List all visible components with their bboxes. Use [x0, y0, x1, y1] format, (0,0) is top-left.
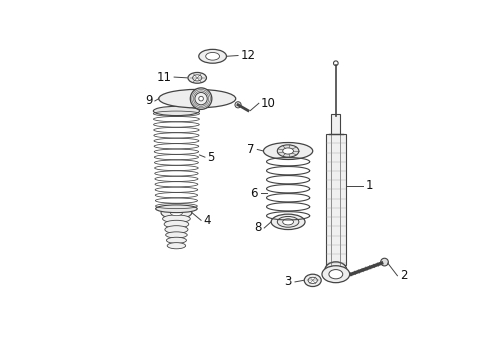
Ellipse shape: [165, 226, 188, 233]
Ellipse shape: [159, 89, 236, 108]
Ellipse shape: [322, 266, 350, 283]
Text: 11: 11: [157, 71, 172, 84]
Ellipse shape: [283, 148, 294, 154]
Circle shape: [235, 102, 241, 108]
Ellipse shape: [163, 215, 190, 222]
Ellipse shape: [156, 205, 197, 213]
Ellipse shape: [331, 266, 341, 273]
Ellipse shape: [199, 49, 226, 63]
Circle shape: [334, 61, 338, 66]
Text: 2: 2: [400, 269, 407, 282]
Ellipse shape: [277, 145, 299, 157]
Circle shape: [199, 96, 203, 101]
Ellipse shape: [206, 53, 220, 60]
Circle shape: [381, 258, 389, 266]
Ellipse shape: [283, 219, 294, 225]
Ellipse shape: [167, 237, 187, 243]
Ellipse shape: [188, 72, 206, 83]
Text: 12: 12: [240, 49, 255, 62]
Bar: [326, 134, 346, 265]
Ellipse shape: [164, 220, 189, 228]
Ellipse shape: [271, 214, 305, 230]
Ellipse shape: [277, 216, 299, 227]
Ellipse shape: [308, 277, 318, 283]
Circle shape: [195, 93, 207, 105]
Text: 6: 6: [250, 187, 258, 200]
Ellipse shape: [264, 143, 313, 159]
Text: 5: 5: [207, 150, 215, 164]
Text: 9: 9: [145, 94, 152, 107]
Circle shape: [190, 88, 212, 109]
Ellipse shape: [304, 274, 321, 287]
Bar: [331, 114, 341, 136]
Ellipse shape: [161, 206, 192, 219]
Ellipse shape: [193, 75, 202, 81]
Text: 4: 4: [203, 214, 211, 227]
Text: 8: 8: [254, 221, 261, 234]
Text: 3: 3: [285, 275, 292, 288]
Ellipse shape: [166, 232, 187, 238]
Ellipse shape: [325, 262, 346, 277]
Ellipse shape: [167, 243, 186, 249]
Ellipse shape: [171, 210, 183, 216]
Ellipse shape: [153, 106, 199, 116]
Text: 10: 10: [261, 97, 276, 110]
Text: 1: 1: [366, 179, 373, 192]
Ellipse shape: [329, 270, 343, 279]
Text: 7: 7: [247, 143, 255, 156]
